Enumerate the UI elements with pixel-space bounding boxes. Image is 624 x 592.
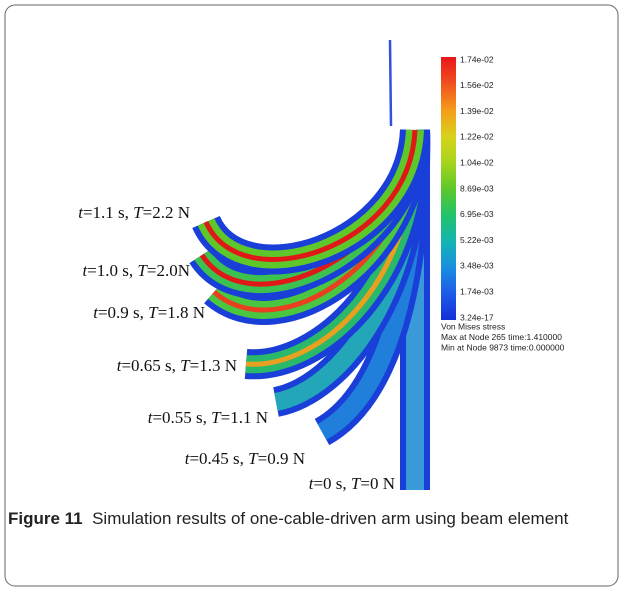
- colorbar-label: 1.56e-02: [460, 80, 494, 90]
- label-part: t: [309, 474, 315, 493]
- caption-label: Figure 11: [8, 509, 83, 528]
- state-label: t=1.0 s, T=2.0N: [82, 261, 190, 280]
- label-part: =0.65 s,: [121, 356, 180, 375]
- label-part: =0 N: [360, 474, 395, 493]
- label-part: T: [248, 449, 259, 468]
- label-part: t: [78, 203, 84, 222]
- label-part: T: [148, 303, 159, 322]
- legend-text: Max at Node 265 time:1.410000: [441, 332, 562, 342]
- state-label: t=0.45 s, T=0.9 N: [185, 449, 305, 468]
- frame: [4, 4, 619, 587]
- label-part: T: [351, 474, 362, 493]
- legend-text: Von Mises stress: [441, 321, 505, 331]
- caption-text: Simulation results of one-cable-driven a…: [92, 509, 569, 528]
- cable: [388, 39, 393, 127]
- state-label: t=0 s, T=0 N: [309, 474, 395, 493]
- state-label: t=0.55 s, T=1.1 N: [148, 408, 268, 427]
- caption: Figure 11 Simulation results of one-cabl…: [8, 507, 608, 531]
- arms: [189, 128, 431, 490]
- arm-hot: [203, 129, 418, 262]
- label-part: t: [93, 303, 99, 322]
- label-part: =0.9 N: [258, 449, 305, 468]
- colorbar-label: 8.69e-03: [460, 183, 494, 193]
- label-part: =0.45 s,: [189, 449, 248, 468]
- label-part: t: [82, 261, 88, 280]
- label-part: =1.3 N: [190, 356, 237, 375]
- legend-text: Min at Node 9873 time:0.000000: [441, 342, 565, 352]
- state-label: t=0.65 s, T=1.3 N: [117, 356, 237, 375]
- label-part: =2.0N: [147, 261, 190, 280]
- label-part: t: [185, 449, 191, 468]
- label-part: t: [148, 408, 154, 427]
- label-part: =1.1 s,: [83, 203, 133, 222]
- label-part: T: [211, 408, 222, 427]
- state-label: t=0.9 s, T=1.8 N: [93, 303, 205, 322]
- colorbar-label: 1.04e-02: [460, 157, 494, 167]
- label-part: =0.55 s,: [152, 408, 211, 427]
- label-part: =0.9 s,: [98, 303, 148, 322]
- label-part: =1.0 s,: [87, 261, 137, 280]
- label-part: =1.1 N: [221, 408, 268, 427]
- colorbar-label: 1.74e-03: [460, 286, 494, 296]
- state-label: t=1.1 s, T=2.2 N: [78, 203, 190, 222]
- colorbar-label: 3.48e-03: [460, 261, 494, 271]
- colorbar-label: 1.74e-02: [460, 54, 494, 64]
- label-part: T: [133, 203, 144, 222]
- colorbar-label: 1.39e-02: [460, 106, 494, 116]
- label-part: =2.2 N: [143, 203, 190, 222]
- colorbar: [441, 57, 456, 320]
- label-part: =0 s,: [313, 474, 350, 493]
- colorbar-label: 6.95e-03: [460, 209, 494, 219]
- label-part: =1.8 N: [158, 303, 205, 322]
- label-part: T: [180, 356, 191, 375]
- colorbar-label: 3.24e-17: [460, 312, 494, 322]
- label-part: t: [117, 356, 123, 375]
- colorbar-label: 5.22e-03: [460, 235, 494, 245]
- colorbar-label: 1.22e-02: [460, 132, 494, 142]
- label-part: T: [137, 261, 148, 280]
